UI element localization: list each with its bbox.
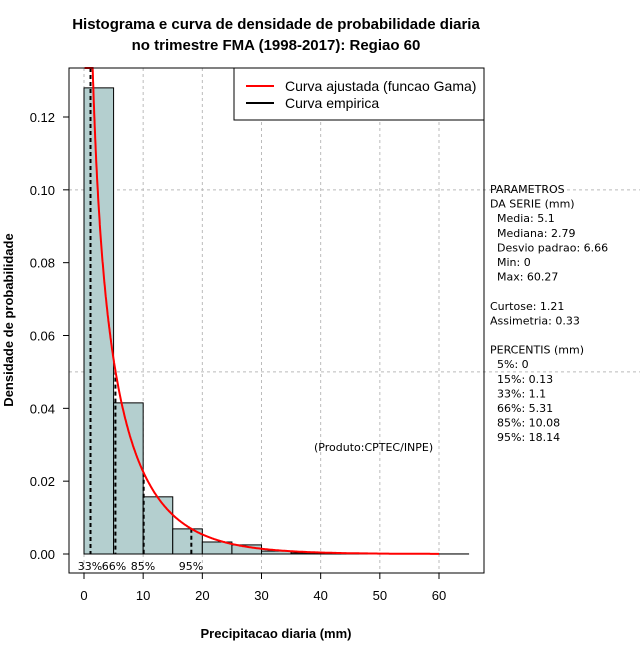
chart-title-line1: Histograma e curva de densidade de proba… <box>72 16 480 33</box>
x-tick-label: 20 <box>195 588 209 603</box>
statistics-panel: PARAMETROS DA SERIE (mm) Media: 5.1 Media… <box>490 183 608 444</box>
statistics-line: 5%: 0 <box>490 358 529 371</box>
percentile-marks: 33% 66% 85% 95% <box>78 68 203 573</box>
y-tick-label: 0.02 <box>30 474 55 489</box>
histogram-bar <box>113 402 144 555</box>
y-tick-label: 0.04 <box>30 401 55 416</box>
product-annotation: (Produto:CPTEC/INPE) <box>314 441 433 454</box>
y-tick-label: 0.00 <box>30 547 55 562</box>
statistics-line: 95%: 18.14 <box>490 431 560 444</box>
statistics-line: 66%: 5.31 <box>490 402 553 415</box>
chart-title-line2: no trimestre FMA (1998-2017): Regiao 60 <box>132 37 421 54</box>
statistics-line: PERCENTIS (mm) <box>490 344 584 357</box>
y-tick-label: 0.12 <box>30 110 55 125</box>
statistics-line: Mediana: 2.79 <box>490 227 575 240</box>
axes: 0 10 20 30 40 50 60 0.00 0.02 0.04 0.06 0.08 0.10 0.1… <box>30 110 447 603</box>
y-tick-label: 0.08 <box>30 256 55 271</box>
x-tick-label: 30 <box>254 588 268 603</box>
statistics-line: Desvio padrao: 6.66 <box>490 241 608 254</box>
percentile-label: 85% <box>131 560 155 573</box>
y-axis-label: Densidade de probabilidade <box>1 233 16 406</box>
statistics-line: DA SERIE (mm) <box>490 198 575 211</box>
x-tick-label: 0 <box>80 588 87 603</box>
percentile-label: 33% <box>78 560 102 573</box>
x-axis-label: Precipitacao diaria (mm) <box>201 626 352 641</box>
statistics-line: 15%: 0.13 <box>490 373 553 386</box>
y-tick-label: 0.10 <box>30 183 55 198</box>
legend: Curva ajustada (funcao Gama) Curva empir… <box>233 67 485 121</box>
statistics-line: Curtose: 1.21 <box>490 300 564 313</box>
statistics-line: Media: 5.1 <box>490 212 555 225</box>
statistics-line: Min: 0 <box>490 256 531 269</box>
legend-label-empirical: Curva empirica <box>285 95 379 111</box>
grid <box>69 68 640 573</box>
percentile-label: 66% <box>102 560 126 573</box>
gamma-curve <box>84 67 439 555</box>
percentile-label: 95% <box>179 560 203 573</box>
histogram-bar <box>142 496 174 555</box>
x-tick-label: 50 <box>373 588 387 603</box>
x-tick-label: 60 <box>432 588 446 603</box>
statistics-line: Assimetria: 0.33 <box>490 314 580 327</box>
statistics-line: PARAMETROS <box>490 183 565 196</box>
statistics-line: Max: 60.27 <box>490 271 558 284</box>
y-tick-label: 0.06 <box>30 329 55 344</box>
statistics-line: 85%: 10.08 <box>490 417 560 430</box>
statistics-line: 33%: 1.1 <box>490 387 546 400</box>
legend-label-gamma: Curva ajustada (funcao Gama) <box>285 78 476 94</box>
legend-box <box>233 67 485 121</box>
x-tick-label: 40 <box>313 588 327 603</box>
gamma-curve-group <box>84 67 439 555</box>
x-tick-label: 10 <box>136 588 150 603</box>
histogram-bars <box>83 87 470 555</box>
